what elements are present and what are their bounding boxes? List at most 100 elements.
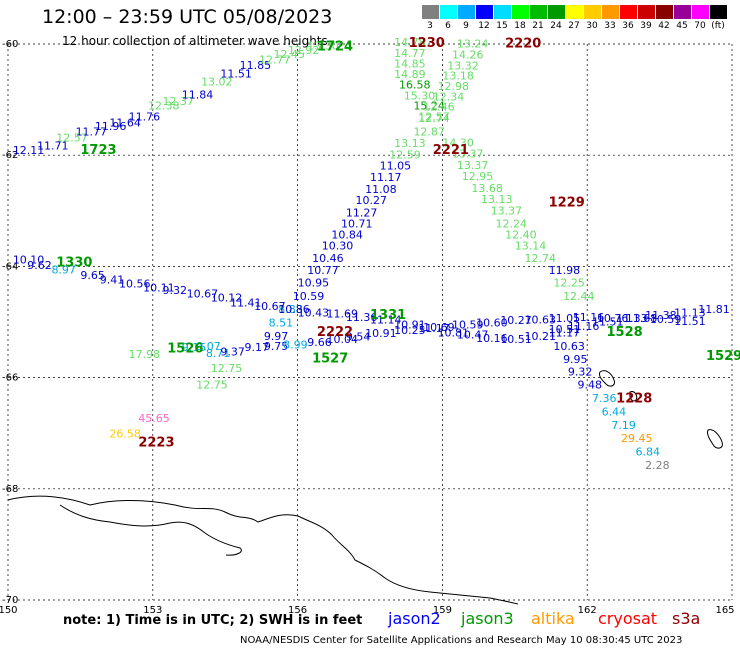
- wave-height-point: 11.36: [346, 311, 378, 324]
- x-tick-label: 156: [288, 605, 307, 616]
- y-tick-label: -62: [2, 150, 18, 161]
- color-swatch: [710, 5, 727, 19]
- pass-time-label: 2220: [505, 36, 541, 51]
- color-swatch: [530, 5, 547, 19]
- wave-height-point: 11.27: [346, 206, 378, 219]
- wave-height-point: 11.38: [645, 309, 677, 322]
- island-2: [629, 391, 638, 402]
- wave-height-point: 15.24: [413, 100, 445, 113]
- wave-height-point: 9.95: [563, 353, 588, 366]
- wave-height-point: 11.51: [220, 67, 252, 80]
- wave-height-point: 11.96: [95, 120, 127, 133]
- wave-height-point: 9.17: [245, 341, 269, 354]
- wave-height-point: 13.68: [471, 182, 503, 195]
- wave-height-point: 13.18: [442, 70, 474, 83]
- wave-height-point: 14.26: [452, 48, 484, 61]
- wave-height-point: 12.24: [495, 217, 527, 230]
- wave-height-point: 10.81: [438, 326, 470, 339]
- wave-height-point: 10.76: [597, 312, 629, 325]
- wave-height-point: 10.30: [322, 240, 354, 253]
- color-swatch: [440, 5, 457, 19]
- wave-height-point: 9.15: [182, 341, 207, 354]
- wave-height-point: 15.30: [404, 90, 436, 103]
- wave-height-point: 10.04: [327, 333, 359, 346]
- wave-height-point: 10.21: [524, 330, 556, 343]
- wave-height-point: 9.75: [264, 340, 289, 353]
- wave-height-point: 6.84: [635, 445, 660, 458]
- color-scale-label: 24: [550, 21, 562, 31]
- wave-height-point: 12.11: [13, 144, 45, 157]
- wave-height-point: 8.71: [206, 347, 231, 360]
- color-scale-label: 42: [658, 21, 670, 31]
- color-scale-label: 33: [604, 21, 616, 31]
- color-swatch: [656, 5, 673, 19]
- chart-subtitle: 12 hour collection of altimeter wave hei…: [62, 34, 328, 48]
- wave-height-point: 12.57: [56, 131, 87, 144]
- wave-height-point: 11.16: [568, 320, 600, 333]
- pass-time-label: 1527: [312, 352, 348, 367]
- color-swatch: [674, 5, 691, 19]
- color-scale-label: 70: [694, 21, 706, 31]
- wave-height-point: 7.36: [592, 392, 617, 405]
- wave-height-point: 10.91: [365, 327, 397, 340]
- satellite-jason2: jason2: [388, 609, 441, 628]
- wave-height-point: 11.77: [76, 126, 108, 139]
- wave-height-point: 10.10: [13, 254, 45, 267]
- wave-height-point: 12.74: [524, 252, 556, 265]
- wave-height-point: 10.67: [187, 288, 219, 301]
- y-tick-label: -60: [2, 39, 18, 50]
- color-swatch: [692, 5, 709, 19]
- wave-height-point: 8.99: [283, 339, 308, 352]
- y-tick-label: -66: [2, 373, 18, 384]
- wave-height-point: 14.78: [394, 36, 426, 49]
- pass-time-label: 1723: [80, 143, 116, 158]
- pass-time-label: 2223: [138, 436, 174, 451]
- antarctic-coastline: [7, 370, 723, 605]
- wave-height-point: 9.62: [27, 259, 52, 272]
- wave-height-point: 13.14: [515, 240, 547, 253]
- wave-height-point: 11.05: [549, 312, 581, 325]
- color-swatch: [548, 5, 565, 19]
- wave-height-point: 10.47: [457, 329, 489, 342]
- axis-tick-labels: 150 153 156 159 162 165 -60 -62 -64 -66 -68 -70: [0, 39, 735, 616]
- color-swatch: [638, 5, 655, 19]
- wave-height-point: 11.68: [626, 312, 658, 325]
- wave-height-point: 11.33: [616, 312, 648, 325]
- wave-height-point: 14.89: [394, 68, 426, 81]
- wave-height-point: 9.65: [80, 269, 105, 282]
- y-tick-label: -70: [2, 595, 18, 606]
- wave-height-point: 12.75: [196, 379, 228, 392]
- pass-time-label: 1228: [616, 392, 652, 407]
- wave-height-point: 9.32: [162, 284, 187, 297]
- wave-height-point: 6.44: [602, 405, 627, 418]
- x-tick-label: 153: [143, 605, 162, 616]
- wave-height-point: 10.12: [211, 291, 243, 304]
- y-tick-label: -64: [2, 261, 18, 272]
- wave-height-point: 8.51: [269, 316, 294, 329]
- wave-height-point: 10.63: [524, 314, 556, 327]
- color-swatch: [620, 5, 637, 19]
- wave-height-point: 12.75: [211, 362, 243, 375]
- color-scale-label: 15: [496, 21, 508, 31]
- pass-time-label: 1331: [370, 308, 406, 323]
- color-scale-label: 36: [622, 21, 634, 31]
- wave-height-point: 10.60: [476, 316, 508, 329]
- wave-height-point: 10.63: [553, 340, 585, 353]
- wave-height-point: 12.74: [418, 112, 450, 125]
- island-1: [599, 370, 615, 387]
- wave-height-point: 12.98: [438, 80, 470, 93]
- wave-height-point: 13.37: [491, 205, 522, 218]
- note-text: note: 1) Time is in UTC; 2) SWH is in fe…: [63, 613, 363, 628]
- wave-height-point: 13.37: [452, 147, 484, 160]
- wave-height-point: 9.41: [100, 274, 125, 287]
- wave-height-point: 12.44: [563, 290, 595, 303]
- x-tick-label: 159: [433, 605, 452, 616]
- color-swatch: [584, 5, 601, 19]
- wave-height-point: 10.56: [119, 278, 151, 291]
- wave-height-point: 9.66: [307, 336, 332, 349]
- color-scale-label: 3: [427, 21, 433, 31]
- satellite-s3a: s3a: [672, 609, 701, 628]
- wave-height-point: 12.38: [148, 100, 180, 113]
- wave-height-values: 12.1111.7112.5711.7711.9611.6411.7612.38…: [13, 36, 730, 472]
